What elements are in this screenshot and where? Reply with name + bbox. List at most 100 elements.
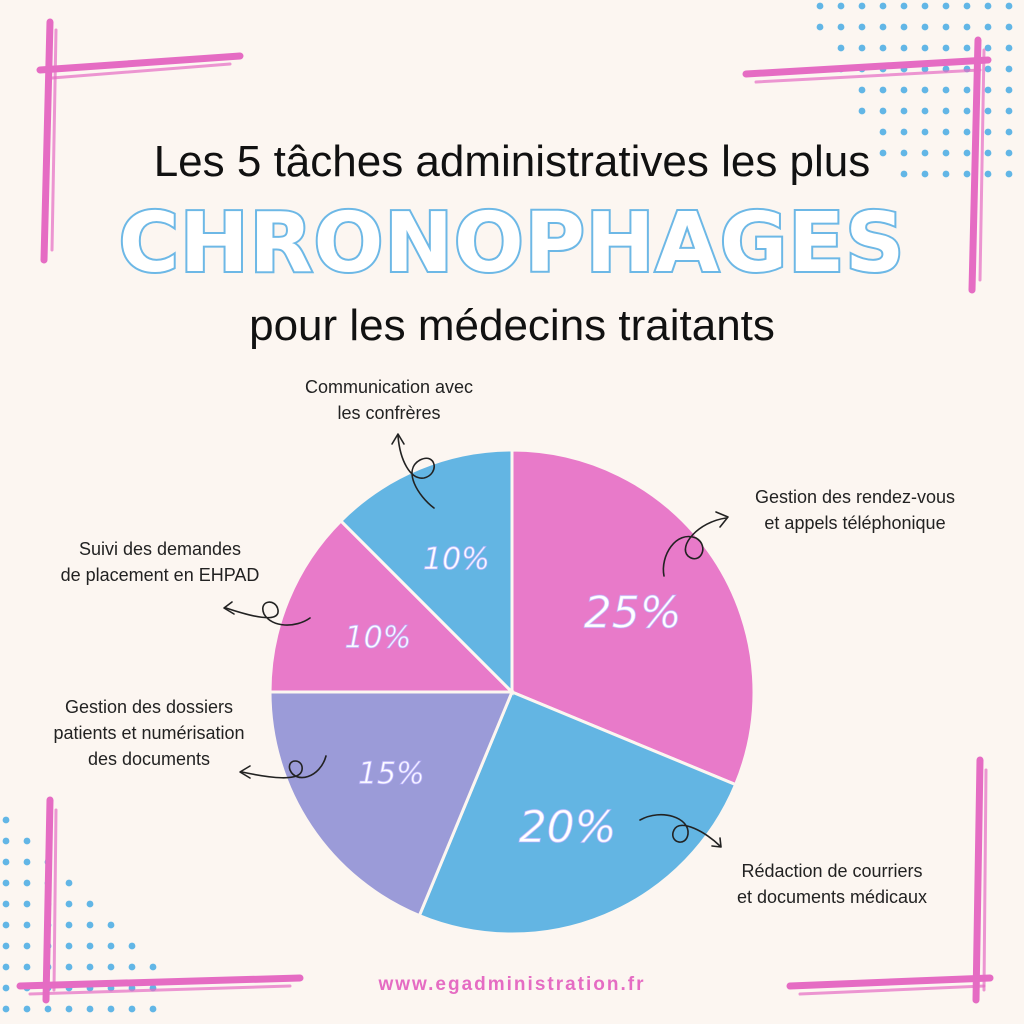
decor-dot <box>2 921 10 929</box>
decor-dot <box>942 128 950 136</box>
decor-dot <box>858 2 866 10</box>
slice-label-1: 20% <box>519 802 617 853</box>
decor-dot <box>921 23 929 31</box>
decor-dot <box>1005 86 1013 94</box>
decor-dot <box>1005 128 1013 136</box>
slice-label-0: 25% <box>584 587 682 638</box>
label-dossiers: Gestion des dossiers patients et numéris… <box>24 694 274 772</box>
decor-dot <box>86 942 94 950</box>
decor-dot <box>2 900 10 908</box>
decor-dot <box>107 963 115 971</box>
decor-dot <box>963 44 971 52</box>
decor-dot <box>879 149 887 157</box>
decor-dot <box>2 963 10 971</box>
decor-dot <box>2 858 10 866</box>
decor-dot <box>2 837 10 845</box>
arrowhead-dossiers <box>239 765 251 779</box>
label-confreres-line-1: Communication avec <box>304 377 474 397</box>
decor-dot <box>963 128 971 136</box>
arrowhead-confreres <box>391 433 405 445</box>
slice-label-2: 15% <box>358 757 425 792</box>
decor-dot <box>942 23 950 31</box>
brush-frame-top-left <box>36 18 244 264</box>
label-rdv-line-2: et appels téléphonique <box>764 513 946 533</box>
decor-dot <box>86 963 94 971</box>
footer-url[interactable]: www.egadministration.fr <box>378 974 646 995</box>
decor-dot <box>86 921 94 929</box>
decor-dot <box>23 900 31 908</box>
decor-dot <box>1005 149 1013 157</box>
decor-dot <box>816 2 824 10</box>
decor-dot <box>65 921 73 929</box>
label-confreres: Communication avec les confrères <box>276 374 502 426</box>
decor-dot <box>65 900 73 908</box>
decor-dot <box>984 23 992 31</box>
decor-dot <box>984 44 992 52</box>
decor-dot <box>23 963 31 971</box>
decor-dot <box>900 170 908 178</box>
arrow-ehpad <box>225 601 311 626</box>
decor-dot <box>65 942 73 950</box>
decor-dot <box>23 921 31 929</box>
decor-dot <box>23 879 31 887</box>
decor-dot <box>921 128 929 136</box>
decor-dot <box>107 942 115 950</box>
decor-dot <box>86 1005 94 1013</box>
brush-frame-bottom-left <box>16 796 304 1004</box>
decor-dot <box>1005 170 1013 178</box>
decor-dot <box>149 963 157 971</box>
arrow-confreres <box>397 435 435 509</box>
label-dossiers-line-1: Gestion des dossiers <box>64 697 234 717</box>
decor-dot <box>879 2 887 10</box>
arrow-courriers <box>639 813 721 847</box>
decor-dot <box>128 942 136 950</box>
arrowhead-ehpad <box>223 601 235 615</box>
decor-dot <box>984 2 992 10</box>
decor-dot <box>23 837 31 845</box>
decor-dot <box>1005 2 1013 10</box>
decor-dot <box>921 86 929 94</box>
decor-dot <box>942 2 950 10</box>
pie-slice-2 <box>268 690 515 918</box>
decor-dot <box>2 942 10 950</box>
label-dossiers-line-3: des documents <box>87 749 211 769</box>
label-courriers-line-2: et documents médicaux <box>736 887 928 907</box>
label-dossiers-line-2: patients et numérisation <box>53 723 245 743</box>
decor-dot <box>942 86 950 94</box>
decor-dot <box>2 816 10 824</box>
title-line-1: Les 5 tâches administratives les plus <box>153 137 871 186</box>
decor-dot <box>44 1005 52 1013</box>
decor-dot <box>879 23 887 31</box>
pie-slice-3 <box>268 518 516 694</box>
decor-dot <box>879 86 887 94</box>
decor-dot <box>858 44 866 52</box>
decor-dot <box>963 107 971 115</box>
decor-dot <box>2 1005 10 1013</box>
decor-dot <box>900 86 908 94</box>
decor-dot <box>921 44 929 52</box>
decor-dot <box>858 23 866 31</box>
decor-dot <box>837 44 845 52</box>
decor-dot <box>837 2 845 10</box>
arrow-rdv <box>662 517 727 577</box>
decor-dot <box>963 86 971 94</box>
brush-frame-top-right <box>742 36 992 294</box>
label-rdv-line-1: Gestion des rendez-vous <box>754 487 956 507</box>
decor-dot <box>921 65 929 73</box>
decor-dot <box>921 149 929 157</box>
decor-dot <box>107 921 115 929</box>
decor-dot <box>23 1005 31 1013</box>
decor-dot <box>858 107 866 115</box>
label-ehpad: Suivi des demandes de placement en EHPAD <box>40 536 280 588</box>
decor-dot <box>921 107 929 115</box>
pie-slice-1 <box>417 690 738 936</box>
decor-dot <box>900 107 908 115</box>
decor-dot <box>128 963 136 971</box>
label-courriers-line-1: Rédaction de courriers <box>741 861 923 881</box>
decor-dot <box>942 170 950 178</box>
decor-dot <box>1005 23 1013 31</box>
label-confreres-line-2: les confrères <box>337 403 441 423</box>
decor-dot <box>984 65 992 73</box>
